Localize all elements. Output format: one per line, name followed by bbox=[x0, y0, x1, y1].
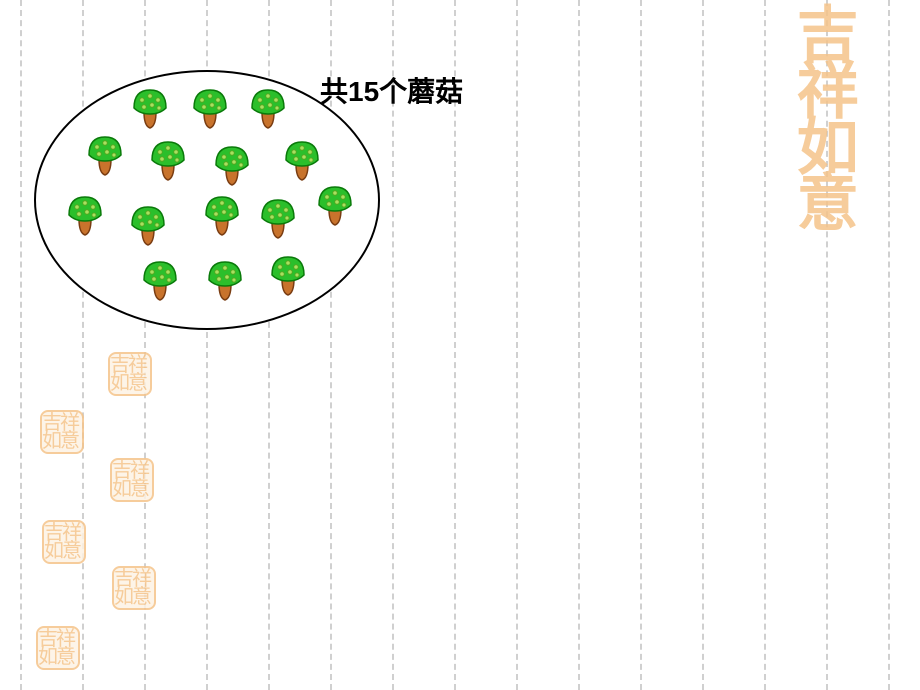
grid-line bbox=[516, 0, 518, 690]
mushroom-icon bbox=[128, 203, 168, 247]
mushroom-icon bbox=[258, 196, 298, 240]
mushroom-icon bbox=[212, 143, 252, 187]
mushroom-icon bbox=[148, 138, 188, 182]
seal-stamp-small: 吉祥如意 bbox=[42, 520, 86, 564]
seal-stamp-small: 吉祥如意 bbox=[40, 410, 84, 454]
mushroom-icon bbox=[85, 133, 125, 177]
page-title: 共15个蘑菇 bbox=[320, 70, 463, 110]
seal-stamp-small: 吉祥如意 bbox=[112, 566, 156, 610]
mushroom-icon bbox=[130, 86, 170, 130]
grid-line bbox=[578, 0, 580, 690]
mushroom-icon bbox=[65, 193, 105, 237]
mushroom-icon bbox=[202, 193, 242, 237]
grid-line bbox=[20, 0, 22, 690]
grid-line bbox=[764, 0, 766, 690]
grid-line bbox=[640, 0, 642, 690]
mushroom-icon bbox=[282, 138, 322, 182]
grid-line bbox=[888, 0, 890, 690]
mushroom-icon bbox=[248, 86, 288, 130]
seal-stamp-large: 吉祥如意 bbox=[792, 2, 848, 226]
mushroom-icon bbox=[140, 258, 180, 302]
mushroom-icon bbox=[268, 253, 308, 297]
mushroom-icon bbox=[205, 258, 245, 302]
seal-stamp-small: 吉祥如意 bbox=[110, 458, 154, 502]
grid-line bbox=[82, 0, 84, 690]
seal-stamp-small: 吉祥如意 bbox=[108, 352, 152, 396]
mushroom-icon bbox=[315, 183, 355, 227]
mushroom-icon bbox=[190, 86, 230, 130]
grid-line bbox=[702, 0, 704, 690]
seal-stamp-small: 吉祥如意 bbox=[36, 626, 80, 670]
